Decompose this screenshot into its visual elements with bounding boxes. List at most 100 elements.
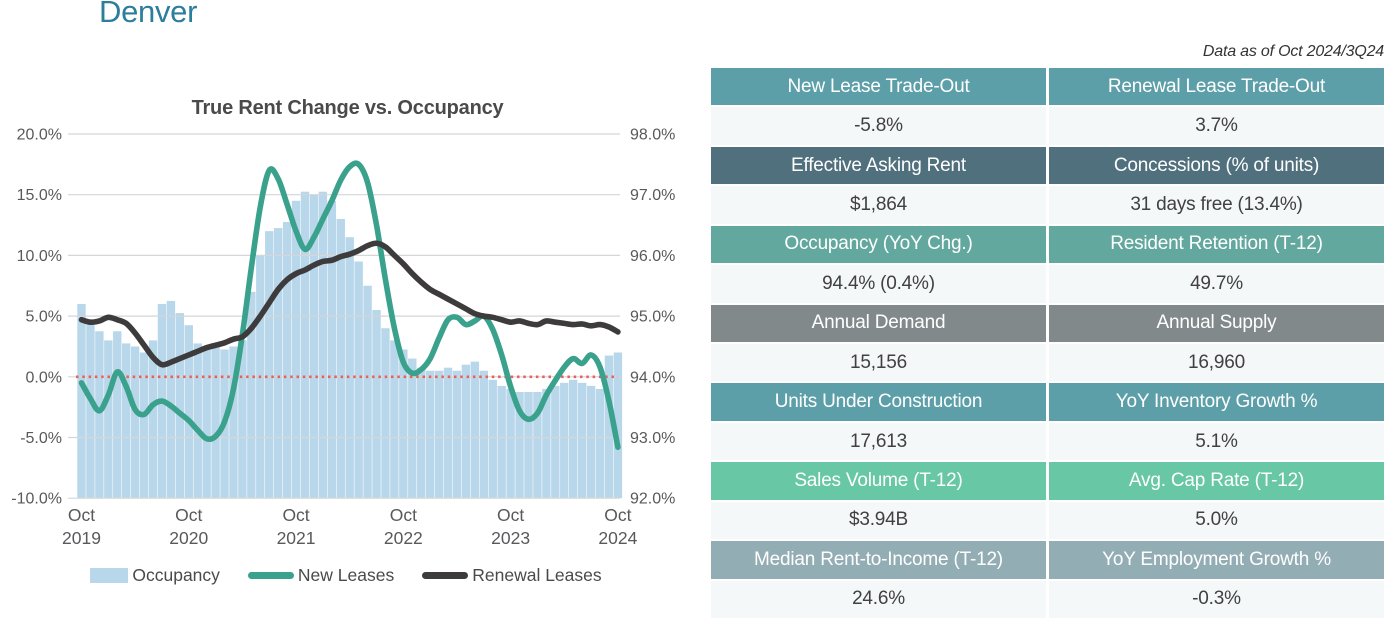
new-leases-line bbox=[78, 160, 621, 451]
occupancy-bar bbox=[193, 343, 202, 499]
chart-title: True Rent Change vs. Occupancy bbox=[191, 97, 504, 119]
metric-value: $1,864 bbox=[711, 186, 1046, 224]
x-axis-tick-month: Oct bbox=[68, 505, 95, 525]
x-axis-tick-year: 2019 bbox=[62, 528, 101, 548]
occupancy-bar bbox=[613, 352, 623, 499]
right-axis-tick: 97.0% bbox=[630, 187, 675, 204]
metric-header: Effective Asking Rent bbox=[711, 146, 1046, 185]
market-metrics-table: New Lease Trade-Out -5.8% Renewal Lease Tr… bbox=[711, 68, 1384, 618]
metric-value: 15,156 bbox=[711, 343, 1046, 382]
data-as-of-note: Data as of Oct 2024/3Q24 bbox=[1202, 43, 1384, 60]
occupancy-bar bbox=[77, 303, 86, 499]
x-axis-tick-month: Oct bbox=[282, 505, 309, 525]
occupancy-bar bbox=[282, 222, 292, 499]
occupancy-bar bbox=[524, 391, 533, 499]
occupancy-bar bbox=[425, 370, 435, 499]
occupancy-bar bbox=[372, 310, 381, 499]
occupancy-bar bbox=[247, 291, 256, 499]
left-axis-tick: -10.0% bbox=[11, 491, 62, 508]
occupancy-bar bbox=[309, 194, 319, 499]
occupancy-bar bbox=[202, 346, 211, 499]
metric-value: 5.1% bbox=[1049, 422, 1384, 461]
occupancy-bar bbox=[273, 228, 283, 499]
x-axis-tick-month: Oct bbox=[175, 505, 202, 525]
occupancy-bar bbox=[586, 385, 596, 499]
chart-legend: Occupancy New Leases Renewal Leases bbox=[0, 565, 692, 586]
occupancy-bar bbox=[417, 367, 426, 499]
metric-value: 94.4% (0.4%) bbox=[711, 265, 1046, 303]
legend-item-occupancy: Occupancy bbox=[90, 565, 220, 586]
metric-value: 24.6% bbox=[711, 580, 1046, 618]
metric-header: Avg. Cap Rate (T-12) bbox=[1049, 462, 1384, 500]
metric-header: Resident Retention (T-12) bbox=[1049, 225, 1384, 264]
occupancy-bar bbox=[95, 331, 104, 499]
rent-change-vs-occupancy-chart: True Rent Change vs. Occupancy 20.0% 98.0… bbox=[0, 95, 692, 615]
occupancy-bar bbox=[434, 370, 444, 499]
x-axis-tick-month: Oct bbox=[604, 505, 631, 525]
occupancy-bar bbox=[390, 340, 399, 499]
occupancy-bar bbox=[291, 200, 301, 499]
occupancy-bar bbox=[238, 340, 247, 499]
occupancy-bar bbox=[488, 379, 497, 499]
occupancy-bar bbox=[336, 218, 345, 499]
occupancy-bar bbox=[595, 388, 605, 499]
metric-value: -0.3% bbox=[1049, 580, 1384, 618]
metric-header: Renewal Lease Trade-Out bbox=[1049, 68, 1384, 106]
legend-label: New Leases bbox=[297, 565, 395, 585]
metric-header: Occupancy (YoY Chg.) bbox=[711, 225, 1046, 264]
occupancy-bar bbox=[318, 191, 328, 499]
occupancy-bar bbox=[604, 355, 614, 499]
page-title: Denver bbox=[99, 0, 198, 29]
occupancy-bar bbox=[166, 300, 176, 499]
metric-value: $3.94B bbox=[711, 501, 1046, 540]
occupancy-bar bbox=[104, 340, 113, 499]
left-axis-tick: 20.0% bbox=[17, 127, 62, 144]
chart-plot-area: 20.0% 98.0% 15.0% 97.0% 10.0% 96.0% 5.0% 95.0% 0… bbox=[11, 127, 675, 549]
occupancy-bar bbox=[148, 340, 158, 499]
occupancy-bar bbox=[479, 370, 488, 499]
occupancy-bar bbox=[443, 367, 453, 499]
occupancy-bar bbox=[363, 285, 372, 499]
occupancy-bar bbox=[461, 364, 471, 499]
occupancy-swatch bbox=[90, 568, 129, 583]
left-axis-tick: 5.0% bbox=[26, 309, 62, 326]
occupancy-bar bbox=[569, 379, 578, 499]
legend-label: Occupancy bbox=[132, 565, 220, 585]
x-axis-tick-year: 2023 bbox=[491, 528, 530, 548]
occupancy-bar bbox=[327, 200, 337, 499]
occupancy-bar bbox=[300, 191, 310, 499]
right-axis-tick: 95.0% bbox=[630, 309, 675, 326]
occupancy-bar bbox=[399, 349, 408, 499]
metric-header: YoY Inventory Growth % bbox=[1049, 383, 1384, 421]
metric-value: 49.7% bbox=[1049, 265, 1384, 303]
left-axis-tick: 10.0% bbox=[17, 248, 62, 265]
x-axis-tick-year: 2021 bbox=[277, 528, 316, 548]
right-axis-tick: 93.0% bbox=[630, 430, 675, 447]
x-axis-tick-year: 2024 bbox=[598, 528, 637, 548]
renewal-leases-line bbox=[78, 240, 621, 368]
occupancy-bar bbox=[345, 237, 354, 499]
x-axis-tick-month: Oct bbox=[497, 505, 524, 525]
occupancy-bar bbox=[506, 388, 515, 499]
metric-header: New Lease Trade-Out bbox=[711, 68, 1046, 106]
legend-item-renewal-leases: Renewal Leases bbox=[422, 565, 602, 586]
occupancy-bar bbox=[211, 346, 220, 499]
occupancy-bar bbox=[533, 391, 542, 499]
x-axis-tick-year: 2022 bbox=[384, 528, 423, 548]
occupancy-bar bbox=[515, 391, 524, 499]
metric-value: 5.0% bbox=[1049, 501, 1384, 540]
occupancy-bar bbox=[265, 231, 274, 499]
occupancy-bar bbox=[470, 361, 480, 499]
right-axis-tick: 96.0% bbox=[630, 248, 675, 265]
legend-label: Renewal Leases bbox=[472, 565, 602, 585]
renewal-leases-swatch bbox=[422, 572, 469, 579]
left-axis-tick: 15.0% bbox=[17, 187, 62, 204]
metric-value: 3.7% bbox=[1049, 107, 1384, 145]
occupancy-bar bbox=[130, 346, 140, 499]
right-axis-tick: 92.0% bbox=[630, 491, 675, 508]
occupancy-bar bbox=[577, 382, 587, 499]
occupancy-bar bbox=[175, 313, 185, 499]
occupancy-bar bbox=[113, 331, 122, 499]
occupancy-bar bbox=[497, 385, 506, 499]
